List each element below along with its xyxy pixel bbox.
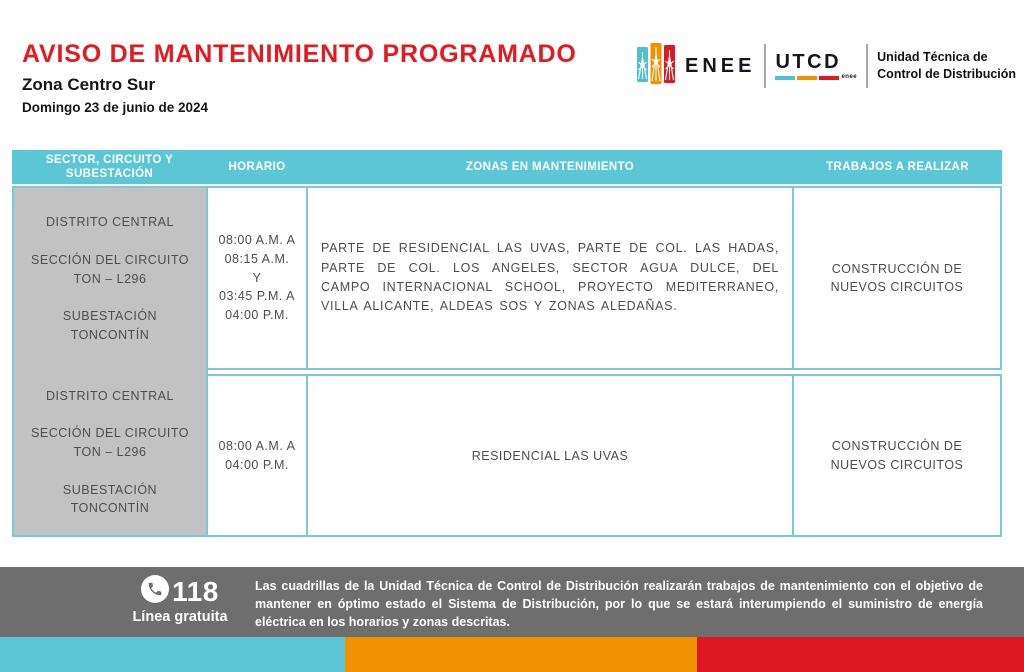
- logo-divider: [764, 44, 767, 88]
- footer-band: [0, 567, 1024, 637]
- phone-icon: [141, 575, 170, 608]
- sector-cell: DISTRITO CENTRAL SECCIÓN DEL CIRCUITO TO…: [12, 186, 208, 537]
- utcd-underline: enee: [775, 74, 857, 80]
- utcd-wordmark: UTCD enee: [775, 52, 857, 80]
- column-header-sector: SECTOR, CIRCUITO Y SUBESTACIÓN: [12, 150, 207, 184]
- unit-name-line1: Unidad Técnica de: [877, 50, 988, 65]
- horario-cell-row2: 08:00 A.M. A 04:00 P.M.: [206, 374, 308, 537]
- phone-label: Línea gratuita: [132, 609, 228, 625]
- date-line: Domingo 23 de junio de 2024: [22, 100, 209, 115]
- column-header-horario: HORARIO: [207, 150, 307, 184]
- column-header-zonas: ZONAS EN MANTENIMIENTO: [307, 150, 793, 184]
- utcd-text: UTCD: [775, 51, 842, 73]
- page-title: AVISO DE MANTENIMIENTO PROGRAMADO: [22, 40, 577, 68]
- column-header-trabajos: TRABAJOS A REALIZAR: [793, 150, 1002, 184]
- unit-name-line2: Control de Distribución: [877, 67, 1017, 81]
- footer-message: Las cuadrillas de la Unidad Técnica de C…: [255, 579, 983, 630]
- utcd-underline-red: [819, 76, 840, 80]
- zonas-text-row1: PARTE DE RESIDENCIAL LAS UVAS, PARTE DE …: [321, 241, 779, 314]
- zone-subtitle: Zona Centro Sur: [22, 75, 156, 94]
- enee-utcd-logo: ENEE UTCD enee Unidad Técnica de Control…: [636, 42, 1016, 90]
- enee-towers-icon: [636, 42, 676, 91]
- horario-cell-row1: 08:00 A.M. A 08:15 A.M. Y 03:45 P.M. A 0…: [206, 186, 308, 370]
- zonas-cell-row1: PARTE DE RESIDENCIAL LAS UVAS, PARTE DE …: [306, 186, 794, 370]
- zonas-cell-row2: RESIDENCIAL LAS UVAS: [306, 374, 794, 537]
- trabajos-cell-row2: CONSTRUCCIÓN DE NUEVOS CIRCUITOS: [792, 374, 1002, 537]
- phone-group: 118 Línea gratuita: [128, 575, 232, 625]
- bottom-bar-orange: [345, 637, 697, 672]
- utcd-enee-small: enee: [841, 74, 858, 80]
- bottom-bar-red: [697, 637, 1024, 672]
- utcd-underline-orange: [797, 76, 818, 80]
- zonas-text-row2: RESIDENCIAL LAS UVAS: [471, 448, 629, 463]
- logo-divider: [866, 44, 869, 88]
- bottom-bar-teal: [0, 637, 345, 672]
- phone-number: 118: [172, 575, 219, 607]
- enee-wordmark: ENEE: [685, 54, 756, 77]
- trabajos-cell-row1: CONSTRUCCIÓN DE NUEVOS CIRCUITOS: [792, 186, 1002, 370]
- utcd-underline-teal: [775, 76, 796, 80]
- unit-name: Unidad Técnica de Control de Distribució…: [877, 49, 1016, 83]
- sector-text-row2: DISTRITO CENTRAL SECCIÓN DEL CIRCUITO TO…: [31, 388, 189, 516]
- sector-text-row1: DISTRITO CENTRAL SECCIÓN DEL CIRCUITO TO…: [31, 215, 189, 342]
